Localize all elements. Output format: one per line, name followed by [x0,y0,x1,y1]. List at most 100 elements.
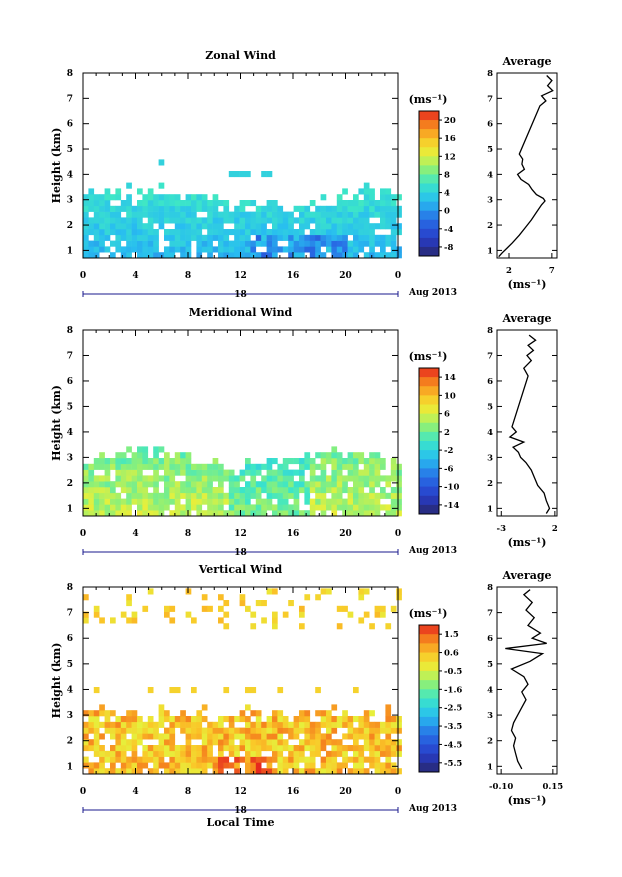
heatmap-cell [304,223,311,230]
average-profile-line [498,75,554,258]
heatmap-cell [315,234,321,241]
heatmap-cell [326,481,332,488]
heatmap-cell [353,727,359,734]
heatmap-cell [385,510,392,517]
heatmap-cell [272,200,278,207]
heatmap-cell [126,762,132,769]
colorbar-band [419,219,439,230]
colorbar-tick-label: 2 [444,428,450,438]
average-y-tick-label: 6 [487,634,493,644]
heatmap-cell [277,750,284,757]
heatmap-cell [191,687,197,694]
heatmap-cell [293,498,300,505]
heatmap-cell [174,246,181,253]
heatmap-cell [169,205,176,212]
heatmap-cell [191,463,197,470]
heatmap-cell [336,745,343,752]
heatmap-cell [331,721,338,728]
heatmap-cell [83,739,89,746]
heatmap-cell [342,211,348,218]
heatmap-cell [266,492,273,499]
heatmap-cell [110,463,116,470]
heatmap-cell [374,458,381,465]
heatmap-cell [245,739,251,746]
heatmap-cell [185,211,192,218]
colorbar-band [419,210,439,221]
heatmap-cell [261,234,267,241]
heatmap-cell [266,768,273,775]
heatmap-cell [185,452,192,459]
heatmap-cell [164,498,170,505]
heatmap-cell [104,727,111,734]
heatmap-cell [88,194,95,201]
heatmap-cell [261,756,267,763]
y-tick-label: 6 [67,377,73,387]
heatmap-cell [239,234,246,241]
heatmap-cell [115,727,122,734]
heatmap-cell [142,487,149,494]
heatmap-cell [218,498,224,505]
heatmap-cell [309,750,316,757]
heatmap-cell [385,733,392,740]
average-title: Average [501,312,551,325]
heatmap-cell [115,716,122,723]
heatmap-cell [228,469,235,476]
heatmap-cell [147,188,154,195]
heatmap-cell [336,252,343,259]
average-title: Average [501,55,551,68]
heatmap-cell [342,481,348,488]
average-y-tick-label: 4 [487,170,493,180]
heatmap-cell [191,205,197,212]
heatmap-cell [358,481,365,488]
heatmap-cell [99,750,105,757]
heatmap-cell [234,498,240,505]
heatmap-cell [363,217,370,224]
heatmap-cell [261,768,267,775]
heatmap-cell [180,469,186,476]
heatmap-cell [353,481,359,488]
y-tick-label: 2 [67,737,73,747]
heatmap-cell [331,211,338,218]
heatmap-cell [326,727,332,734]
heatmap-cell [93,234,100,241]
y-axis-label: Height (km) [50,385,63,461]
heatmap-cell [369,223,375,230]
heatmap-cell [304,739,311,746]
heatmap-cell [191,217,197,224]
heatmap-cell [88,240,95,247]
heatmap-cell [288,745,294,752]
heatmap-cell [369,205,375,212]
heatmap-cell [245,492,251,499]
heatmap-cell [380,194,386,201]
heatmap-cell [223,727,230,734]
heatmap-cell [115,246,122,253]
heatmap-cell [131,733,138,740]
heatmap-cell [120,469,127,476]
heatmap-cell [385,716,392,723]
heatmap-cell [153,246,159,253]
heatmap-cell [207,498,213,505]
heatmap-cell [277,504,284,511]
heatmap-cell [277,739,284,746]
heatmap-cell [104,475,111,482]
y-tick-label: 4 [67,685,73,695]
heatmap-cell [390,727,397,734]
heatmap-cell [293,481,300,488]
heatmap-cell [299,716,305,723]
heatmap-cell [353,194,359,201]
heatmap-cell [191,234,197,241]
heatmap-cell [369,756,375,763]
heatmap-cell [266,739,273,746]
heatmap-cell [239,710,246,717]
heatmap-cells [83,588,402,775]
heatmap-cell [126,252,132,259]
colorbar-band [419,404,439,415]
heatmap-cell [380,492,386,499]
heatmap-cell [207,745,213,752]
heatmap-cell [126,727,132,734]
heatmap-cell [120,252,127,259]
heatmap-cell [169,475,176,482]
heatmap-cell [385,756,392,763]
heatmap-cell [207,234,213,241]
